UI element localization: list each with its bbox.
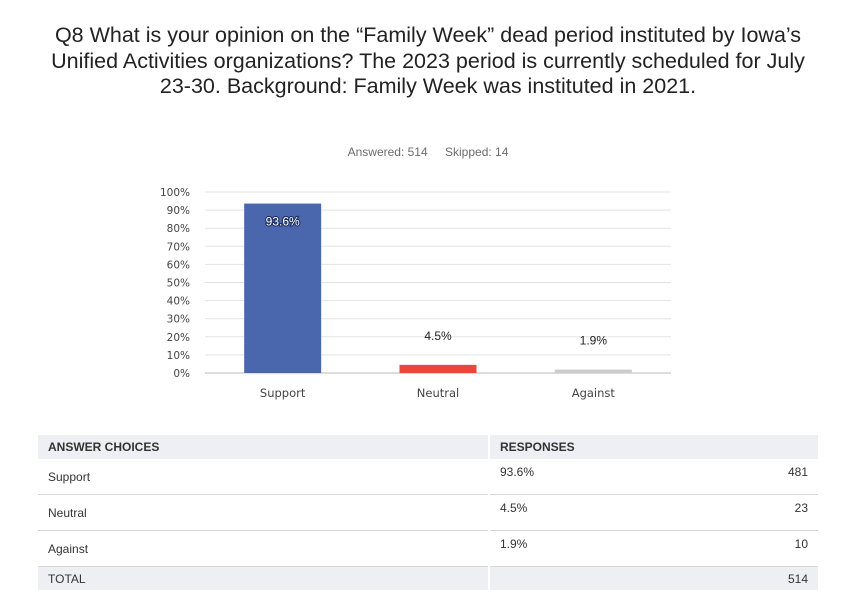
choice-label: Support: [38, 459, 489, 495]
y-tick-label: 10%: [167, 350, 190, 362]
bar: [244, 203, 322, 373]
response-cell: 1.9% 10: [488, 530, 818, 567]
bar: [554, 369, 632, 373]
y-tick-label: 50%: [167, 278, 190, 290]
response-count: 481: [787, 465, 808, 479]
y-tick-label: 70%: [167, 241, 190, 253]
responses-table: ANSWER CHOICES RESPONSES Support 93.6% 4…: [38, 435, 818, 590]
data-label: 4.5%: [424, 329, 452, 343]
choice-label: Against: [38, 530, 489, 567]
bar: [399, 364, 477, 373]
y-tick-label: 20%: [167, 332, 190, 344]
data-label: 93.6%: [266, 215, 300, 229]
x-tick-label: Against: [572, 386, 616, 400]
y-tick-label: 40%: [167, 296, 190, 308]
y-tick-label: 100%: [160, 187, 190, 199]
y-tick-label: 60%: [167, 259, 190, 271]
total-count: 514: [787, 571, 808, 586]
response-cell: 93.6% 481: [488, 459, 818, 495]
answered-count: Answered: 514: [347, 145, 428, 159]
question-title: Q8 What is your opinion on the “Family W…: [51, 23, 805, 98]
response-count: 23: [794, 501, 808, 515]
total-cell: 514: [488, 566, 818, 590]
response-percent: 1.9%: [500, 537, 528, 551]
data-label: 1.9%: [580, 334, 608, 348]
response-cell: 4.5% 23: [488, 494, 818, 531]
table-row: Support 93.6% 481: [38, 459, 818, 495]
response-stats: Answered: 514 Skipped: 14: [0, 145, 856, 159]
response-percent: 4.5%: [500, 501, 528, 515]
total-label: TOTAL: [38, 566, 489, 590]
skipped-count: Skipped: 14: [445, 145, 509, 159]
header-responses: RESPONSES: [488, 435, 818, 459]
table-row: Neutral 4.5% 23: [38, 494, 818, 531]
response-count: 10: [794, 537, 808, 551]
y-tick-label: 30%: [167, 314, 190, 326]
y-tick-label: 90%: [167, 205, 190, 217]
x-tick-label: Neutral: [417, 386, 459, 400]
header-answer-choices: ANSWER CHOICES: [38, 435, 489, 459]
x-tick-label: Support: [260, 386, 306, 400]
table-row: Against 1.9% 10: [38, 530, 818, 567]
table-total-row: TOTAL 514: [38, 566, 818, 590]
y-tick-label: 80%: [167, 223, 190, 235]
bar-chart: 0% 10% 20% 30% 40% 50% 60% 70% 80% 90% 100% 93.6% Su…: [160, 187, 671, 400]
response-percent: 93.6%: [500, 465, 535, 479]
choice-label: Neutral: [38, 494, 489, 531]
y-tick-label: 0%: [173, 368, 190, 380]
